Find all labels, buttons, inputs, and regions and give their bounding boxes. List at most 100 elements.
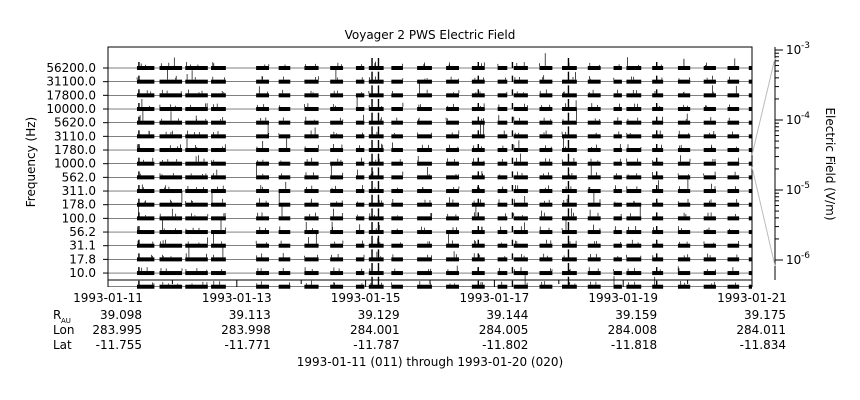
data-spikes — [448, 234, 453, 244]
data-spikes — [480, 103, 485, 108]
data-spikes — [563, 136, 566, 149]
data-segment — [446, 243, 459, 248]
data-segment — [727, 284, 740, 289]
data-segment — [368, 257, 384, 262]
data-spikes — [315, 76, 319, 80]
data-segment — [562, 66, 577, 70]
data-spikes — [634, 103, 638, 108]
data-segment — [539, 93, 553, 98]
data-segment — [652, 175, 664, 180]
data-spikes — [159, 208, 177, 217]
data-segment — [136, 243, 155, 248]
data-segment — [185, 257, 208, 262]
data-segment — [748, 161, 752, 166]
data-segment — [587, 161, 601, 166]
data-segment — [562, 120, 577, 125]
ephemeris-value: 39.113 — [229, 308, 271, 322]
data-segment — [417, 161, 432, 166]
data-segment — [304, 189, 319, 194]
data-segment — [136, 134, 155, 139]
data-segment — [159, 134, 183, 139]
data-spikes — [588, 267, 599, 272]
data-segment — [368, 202, 384, 207]
channel-label: 1000.0 — [54, 157, 96, 171]
data-spikes — [141, 184, 144, 190]
data-segment — [703, 120, 716, 125]
data-spikes — [453, 186, 460, 190]
data-segment — [703, 107, 716, 112]
data-segment — [562, 93, 577, 98]
data-segment — [748, 230, 752, 235]
data-segment — [417, 79, 432, 84]
data-segment — [446, 93, 459, 98]
data-spikes — [213, 231, 222, 244]
data-segment — [703, 216, 716, 221]
data-segment — [703, 243, 716, 248]
ephemeris-label: Lat — [53, 338, 72, 352]
ephemeris-value: -11.834 — [740, 338, 786, 352]
data-segment — [562, 189, 577, 194]
data-spikes — [450, 76, 459, 80]
data-spikes — [428, 268, 432, 272]
data-segment — [256, 243, 269, 248]
data-spikes — [333, 90, 338, 94]
data-segment — [417, 284, 432, 289]
data-spikes — [331, 185, 336, 190]
data-spikes — [309, 212, 316, 217]
data-segment — [626, 216, 642, 221]
data-segment — [677, 79, 691, 84]
data-segment — [497, 148, 508, 153]
data-segment — [446, 120, 459, 125]
data-segment — [727, 107, 740, 112]
data-segment — [368, 243, 384, 248]
data-segment — [355, 189, 365, 194]
data-spikes — [516, 62, 525, 66]
data-spikes — [543, 130, 547, 135]
data-spikes — [417, 132, 432, 135]
data-segment — [562, 161, 577, 166]
data-segment — [256, 120, 269, 125]
data-segment — [446, 284, 459, 289]
data-segment — [159, 230, 183, 235]
data-spikes — [427, 241, 430, 244]
data-segment — [391, 79, 403, 84]
data-spikes — [626, 158, 638, 162]
data-spikes — [712, 159, 716, 162]
data-segment — [368, 148, 384, 153]
data-segment — [368, 120, 384, 125]
data-segment — [368, 230, 384, 235]
data-spikes — [151, 254, 153, 258]
data-segment — [626, 230, 642, 235]
channel-label: 10.0 — [69, 266, 96, 280]
data-segment — [587, 284, 601, 289]
data-segment — [727, 120, 740, 125]
data-segment — [304, 230, 319, 235]
data-segment — [613, 243, 622, 248]
data-segment — [330, 134, 344, 139]
data-spikes — [165, 130, 173, 135]
data-spikes — [677, 173, 689, 176]
data-segment — [304, 257, 319, 262]
data-segment — [539, 257, 553, 262]
ephemeris-value: -11.818 — [611, 338, 657, 352]
data-segment — [368, 107, 384, 112]
data-segment — [304, 161, 319, 166]
data-segment — [304, 271, 319, 276]
data-segment — [304, 202, 319, 207]
data-segment — [159, 284, 183, 289]
channel-labels: 56200.031100.017800.010000.05620.03110.0… — [46, 61, 108, 280]
data-spikes — [260, 185, 263, 190]
data-spikes — [146, 90, 152, 94]
data-spikes — [160, 239, 166, 244]
data-segment — [391, 202, 403, 207]
data-spikes — [628, 226, 637, 231]
data-segment — [587, 202, 601, 207]
data-spikes — [589, 209, 599, 217]
data-segment — [355, 66, 365, 70]
data-spikes — [680, 155, 691, 162]
data-spikes — [473, 253, 481, 258]
data-segment — [330, 161, 344, 166]
data-spikes — [185, 227, 200, 231]
data-segment — [748, 134, 752, 139]
colorbar-tick-exponent: -3 — [801, 41, 810, 51]
